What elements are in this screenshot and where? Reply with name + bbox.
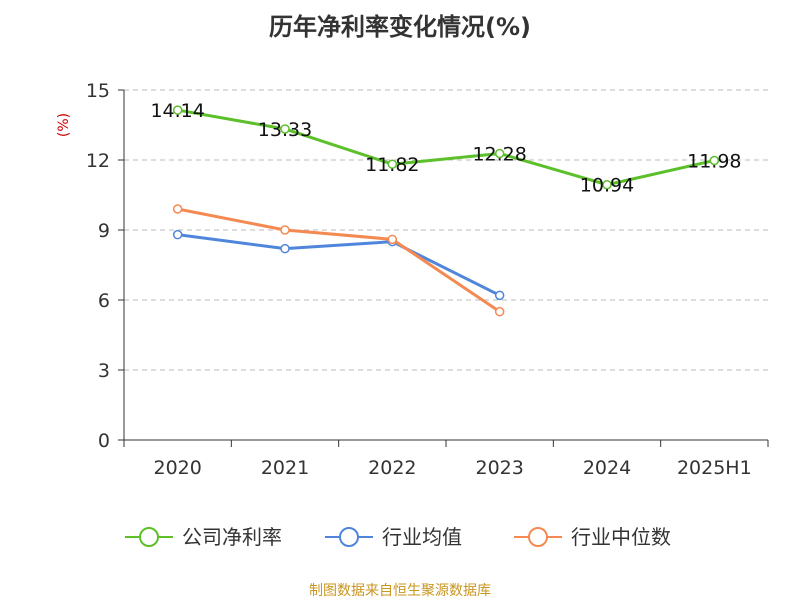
legend-marker-icon <box>139 527 159 547</box>
data-point[interactable] <box>280 225 290 235</box>
x-tick-label: 2021 <box>261 457 309 479</box>
data-label: 14.14 <box>150 100 204 122</box>
x-tick-label: 2024 <box>583 457 631 479</box>
data-point[interactable] <box>280 243 290 254</box>
data-label: 10.94 <box>580 175 634 197</box>
x-tick-label: 2020 <box>153 457 201 479</box>
grid <box>124 89 768 371</box>
data-point[interactable] <box>280 124 290 134</box>
legend-marker-icon <box>339 527 359 547</box>
data-point[interactable] <box>172 204 183 214</box>
series-lines <box>172 105 720 317</box>
legend[interactable]: 公司净利率 行业均值 行业中位数 <box>125 525 671 549</box>
legend-label: 行业均值 <box>382 525 462 549</box>
x-tick-label: 2025H1 <box>677 457 752 479</box>
data-labels: 14.14 13.33 11.82 12.28 10.94 11.98 <box>150 100 741 197</box>
legend-item[interactable]: 行业中位数 <box>514 525 671 549</box>
series-line <box>177 108 715 187</box>
legend-label: 行业中位数 <box>571 525 671 549</box>
legend-item[interactable]: 行业均值 <box>325 525 462 549</box>
data-point[interactable] <box>602 179 612 190</box>
legend-item[interactable]: 公司净利率 <box>125 525 282 549</box>
source-note: 制图数据来自恒生聚源数据库 <box>309 583 491 599</box>
data-point[interactable] <box>494 290 505 301</box>
chart-title: 历年净利率变化情况(%) <box>269 13 531 41</box>
data-label: 11.82 <box>365 154 419 176</box>
series-line <box>177 233 501 297</box>
data-point[interactable] <box>172 105 183 115</box>
data-point[interactable] <box>172 229 183 240</box>
data-label: 13.33 <box>258 119 312 141</box>
legend-marker-icon <box>528 527 548 547</box>
data-point[interactable] <box>494 306 505 317</box>
data-point[interactable] <box>387 159 398 169</box>
legend-label: 公司净利率 <box>182 525 282 549</box>
x-tick-label: 2022 <box>368 457 416 479</box>
y-tick-label: 3 <box>98 360 110 382</box>
data-point[interactable] <box>494 148 505 159</box>
data-point[interactable] <box>709 155 720 166</box>
y-axis-label: (%) <box>56 113 72 137</box>
y-tick-label: 6 <box>98 290 110 312</box>
axes: 0 3 6 9 12 15 2020 2021 2022 2023 2024 2025H1 <box>86 80 769 479</box>
x-tick-label: 2023 <box>475 457 523 479</box>
data-point[interactable] <box>387 234 398 245</box>
y-tick-label: 12 <box>86 150 110 172</box>
y-tick-label: 9 <box>98 220 110 242</box>
y-tick-label: 0 <box>98 430 110 452</box>
series-line <box>177 207 501 313</box>
y-tick-label: 15 <box>86 80 110 102</box>
data-label: 12.28 <box>472 143 526 165</box>
data-label: 11.98 <box>687 150 741 172</box>
